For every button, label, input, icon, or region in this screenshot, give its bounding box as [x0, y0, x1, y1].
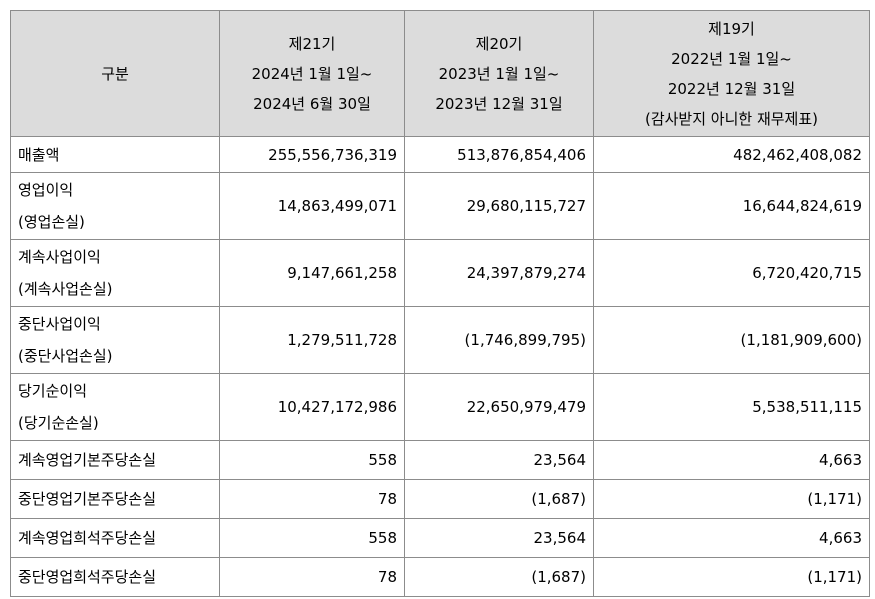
value-cell: 5,538,511,115 — [593, 373, 870, 441]
row-label: 중단영업기본주당손실 — [10, 479, 220, 519]
row-label: 계속영업희석주당손실 — [10, 518, 220, 558]
header-period-start: 2024년 1월 1일~ — [251, 64, 373, 83]
row-label-line: 매출액 — [18, 145, 60, 164]
header-period-end: 2022년 12월 31일 — [667, 79, 796, 98]
value-cell: (1,171) — [593, 479, 870, 519]
row-label: 매출액 — [10, 136, 220, 173]
header-period-20: 제20기 2023년 1월 1일~ 2023년 12월 31일 — [404, 10, 594, 137]
value-cell: 513,876,854,406 — [404, 136, 594, 173]
row-label-line: 당기순이익 — [18, 382, 88, 400]
table-row-diluted-eps-discontinued: 중단영업희석주당손실 78 (1,687) (1,171) — [10, 557, 870, 597]
value-cell: 10,427,172,986 — [219, 373, 405, 441]
header-period-end: 2024년 6월 30일 — [253, 94, 371, 113]
value-cell: 558 — [219, 518, 405, 558]
value-cell: 24,397,879,274 — [404, 239, 594, 307]
value-cell: 558 — [219, 440, 405, 480]
value-cell: (1,181,909,600) — [593, 306, 870, 374]
row-label-line: 중단영업기본주당손실 — [18, 490, 157, 508]
row-label: 계속사업이익 (계속사업손실) — [10, 239, 220, 307]
row-label: 영업이익 (영업손실) — [10, 172, 220, 240]
table-row-basic-eps-continuing: 계속영업기본주당손실 558 23,564 4,663 — [10, 440, 870, 480]
table-row-revenue: 매출액 255,556,736,319 513,876,854,406 482,… — [10, 136, 870, 173]
row-label: 중단영업희석주당손실 — [10, 557, 220, 597]
header-period-start: 2023년 1월 1일~ — [438, 64, 560, 83]
value-cell: 22,650,979,479 — [404, 373, 594, 441]
value-cell: 23,564 — [404, 518, 594, 558]
row-label: 계속영업기본주당손실 — [10, 440, 220, 480]
value-cell: 1,279,511,728 — [219, 306, 405, 374]
row-label: 중단사업이익 (중단사업손실) — [10, 306, 220, 374]
value-cell: 9,147,661,258 — [219, 239, 405, 307]
row-label-line: (당기순손실) — [18, 414, 99, 432]
row-label-line: (중단사업손실) — [18, 347, 113, 365]
table-row-operating-income: 영업이익 (영업손실) 14,863,499,071 29,680,115,72… — [10, 172, 870, 240]
value-cell: 29,680,115,727 — [404, 172, 594, 240]
header-period-19: 제19기 2022년 1월 1일~ 2022년 12월 31일 (감사받지 아니… — [593, 10, 870, 137]
value-cell: 16,644,824,619 — [593, 172, 870, 240]
value-cell: 4,663 — [593, 518, 870, 558]
table-row-diluted-eps-continuing: 계속영업희석주당손실 558 23,564 4,663 — [10, 518, 870, 558]
header-category: 구분 — [10, 10, 220, 137]
row-label-line: 계속영업기본주당손실 — [18, 451, 157, 469]
row-label-line: 영업이익 — [18, 181, 74, 199]
table-row-net-income: 당기순이익 (당기순손실) 10,427,172,986 22,650,979,… — [10, 373, 870, 441]
value-cell: 6,720,420,715 — [593, 239, 870, 307]
value-cell: (1,687) — [404, 479, 594, 519]
header-period-start: 2022년 1월 1일~ — [671, 49, 792, 68]
value-cell: 482,462,408,082 — [593, 136, 870, 173]
row-label-line: 계속사업이익 — [18, 248, 101, 266]
header-row: 구분 제21기 2024년 1월 1일~ 2024년 6월 30일 제20기 2… — [10, 10, 870, 137]
header-period-name: 제21기 — [288, 34, 336, 53]
header-period-end: 2023년 12월 31일 — [435, 94, 563, 113]
row-label-line: 계속영업희석주당손실 — [18, 529, 157, 547]
value-cell: 78 — [219, 479, 405, 519]
row-label-line: (영업손실) — [18, 213, 85, 231]
row-label-line: (계속사업손실) — [18, 280, 113, 298]
value-cell: 4,663 — [593, 440, 870, 480]
value-cell: (1,746,899,795) — [404, 306, 594, 374]
value-cell: (1,171) — [593, 557, 870, 597]
table-row-basic-eps-discontinued: 중단영업기본주당손실 78 (1,687) (1,171) — [10, 479, 870, 519]
header-period-name: 제19기 — [708, 19, 755, 38]
value-cell: 23,564 — [404, 440, 594, 480]
value-cell: 255,556,736,319 — [219, 136, 405, 173]
header-period-note: (감사받지 아니한 재무제표) — [644, 109, 819, 128]
row-label-line: 중단영업희석주당손실 — [18, 568, 157, 586]
table-row-discontinued-income: 중단사업이익 (중단사업손실) 1,279,511,728 (1,746,899… — [10, 306, 870, 374]
value-cell: 78 — [219, 557, 405, 597]
row-label-line: 중단사업이익 — [18, 315, 101, 333]
value-cell: (1,687) — [404, 557, 594, 597]
financial-summary-table: 구분 제21기 2024년 1월 1일~ 2024년 6월 30일 제20기 2… — [10, 10, 870, 597]
value-cell: 14,863,499,071 — [219, 172, 405, 240]
header-period-name: 제20기 — [475, 34, 523, 53]
table-row-continuing-income: 계속사업이익 (계속사업손실) 9,147,661,258 24,397,879… — [10, 239, 870, 307]
row-label: 당기순이익 (당기순손실) — [10, 373, 220, 441]
header-period-21: 제21기 2024년 1월 1일~ 2024년 6월 30일 — [219, 10, 405, 137]
